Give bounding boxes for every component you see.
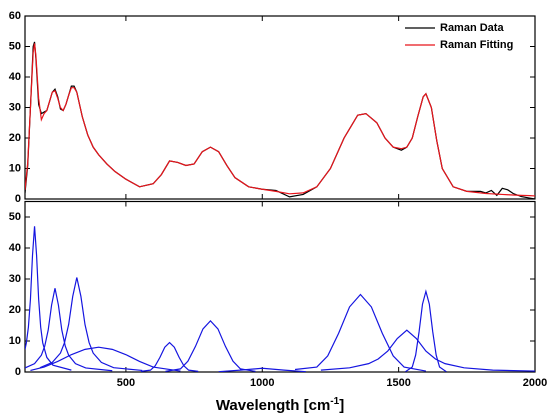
y-tick-label: 30 <box>9 273 21 285</box>
series-line <box>165 319 256 372</box>
y-tick-label: 40 <box>9 242 21 254</box>
x-tick-label: 1000 <box>250 377 274 389</box>
series-line <box>30 346 181 372</box>
y-tick-label: 50 <box>9 40 21 52</box>
y-tick-label: 10 <box>9 162 21 174</box>
series-line <box>140 341 199 372</box>
plot-frame <box>24 200 536 373</box>
y-tick-label: 10 <box>9 335 21 347</box>
legend-label: Raman Data <box>440 22 504 34</box>
x-tick-label: 2000 <box>523 377 547 389</box>
plot-area <box>25 41 535 199</box>
plot-area <box>25 226 535 372</box>
series-line <box>25 288 113 372</box>
x-tick-label: 500 <box>117 377 135 389</box>
y-tick-label: 20 <box>9 132 21 144</box>
series-line <box>25 41 535 199</box>
y-tick-label: 30 <box>9 101 21 113</box>
y-tick-label: 60 <box>9 10 21 22</box>
series-line <box>25 43 535 197</box>
series-line <box>294 293 427 372</box>
series-line <box>218 367 306 372</box>
series-line <box>320 329 535 372</box>
series-line <box>25 226 72 371</box>
x-tick-label: 1500 <box>386 377 410 389</box>
x-axis-label: Wavelength [cm-1] <box>216 396 344 414</box>
y-tick-label: 50 <box>9 211 21 223</box>
y-tick-label: 0 <box>15 366 21 378</box>
legend-label: Raman Fitting <box>440 39 513 51</box>
y-tick-label: 20 <box>9 304 21 316</box>
y-tick-label: 40 <box>9 71 21 83</box>
series-line <box>405 289 447 372</box>
y-tick-label: 0 <box>15 193 21 205</box>
series-line <box>39 277 143 372</box>
